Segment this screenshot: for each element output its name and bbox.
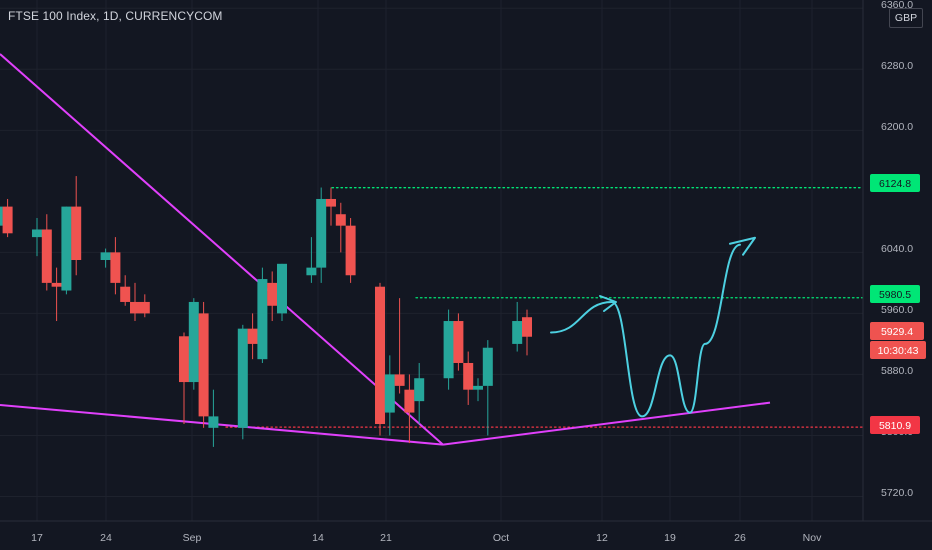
price-tick: 5720.0	[881, 487, 913, 499]
time-tick: 12	[596, 532, 608, 544]
candle-body	[453, 321, 464, 363]
candle-body	[51, 282, 62, 287]
trendline	[0, 403, 444, 446]
candle-body	[208, 416, 219, 428]
time-tick: 24	[100, 532, 112, 544]
time-tick: 21	[380, 532, 392, 544]
resistance-high-tag: 6124.8	[870, 174, 920, 192]
support-tag-bg	[870, 416, 920, 434]
resistance-high-tag-bg	[870, 174, 920, 192]
resistance-high-tag-label: 6124.8	[879, 178, 911, 190]
candle-body	[473, 385, 483, 390]
price-tick: 6200.0	[881, 121, 913, 133]
candle-body	[463, 362, 474, 390]
candle-body	[414, 378, 425, 402]
candle-body	[277, 263, 287, 314]
candle-body	[306, 267, 317, 276]
price-tick: 6360.0	[881, 0, 913, 11]
candle-body	[335, 214, 346, 226]
candle-body	[522, 317, 532, 337]
candle-body	[482, 347, 493, 386]
candle-body	[394, 374, 405, 386]
last-price-tag-label: 5929.4	[881, 326, 913, 338]
trendlines[interactable]	[0, 53, 771, 446]
projection-arrowhead	[729, 236, 756, 256]
candle-body	[384, 374, 395, 413]
candle-body	[32, 229, 42, 238]
candle-body	[257, 279, 268, 360]
candle-body	[443, 321, 454, 379]
countdown-tag-label: 10:30:43	[878, 345, 919, 357]
time-tick: Nov	[803, 532, 822, 544]
price-tick: 6280.0	[881, 60, 913, 72]
time-axis[interactable]: 17 24 Sep 14 21 Oct 12 19 26 Nov	[0, 520, 932, 550]
time-tick: 17	[31, 532, 43, 544]
candle-body	[0, 206, 3, 226]
candle-body	[267, 282, 278, 306]
candle-body	[2, 206, 13, 234]
candle-body	[71, 206, 82, 260]
candle-body	[139, 301, 150, 314]
countdown-tag: 10:30:43	[870, 341, 926, 359]
price-axis[interactable]: 6360.0 6280.0 6200.0 6040.0 5960.0 5880.…	[862, 0, 932, 521]
currency-badge[interactable]: GBP	[889, 8, 923, 28]
symbol-title[interactable]: FTSE 100 Index, 1D, CURRENCYCOM	[8, 9, 223, 23]
support-tag: 5810.9	[870, 416, 920, 434]
price-tick: 5960.0	[881, 304, 913, 316]
resistance-low-tag-bg	[870, 285, 920, 303]
projection-drawing[interactable]	[550, 236, 756, 418]
candle-body	[179, 336, 189, 383]
last-price-tag-bg	[870, 322, 924, 340]
candle-body	[120, 286, 131, 302]
candle-body	[375, 286, 385, 425]
candle-body	[316, 198, 327, 268]
price-tick: 5880.0	[881, 365, 913, 377]
candle-body	[404, 389, 415, 413]
candlestick-series	[0, 176, 532, 447]
candle-body	[237, 328, 248, 428]
time-tick: 19	[664, 532, 676, 544]
grid-lines	[0, 0, 863, 521]
projection-arrowhead	[599, 295, 617, 312]
price-axis-panel	[863, 0, 932, 521]
candle-body	[100, 252, 111, 260]
time-tick: 26	[734, 532, 746, 544]
countdown-tag-bg	[870, 341, 926, 359]
support-tag-label: 5810.9	[879, 420, 911, 432]
candle-body	[326, 198, 336, 207]
trendline	[442, 401, 771, 446]
time-tick: Sep	[183, 532, 202, 544]
price-tick: 6040.0	[881, 243, 913, 255]
candle-body	[130, 301, 140, 314]
projection-path	[550, 243, 741, 418]
candle-body	[110, 252, 121, 283]
trendline	[0, 53, 444, 446]
resistance-low-tag: 5980.5	[870, 285, 920, 303]
price-tags: 6124.8 5980.5 5929.4 10:30:43 5810.9	[870, 174, 926, 434]
candle-body	[345, 225, 356, 276]
candle-body	[512, 321, 523, 344]
candle-body	[188, 301, 199, 383]
time-axis-panel	[0, 521, 932, 550]
candle-body	[198, 313, 209, 417]
candle-body	[41, 229, 52, 283]
candle-body	[247, 328, 258, 344]
horizontal-levels[interactable]	[225, 187, 864, 428]
last-price-tag: 5929.4	[870, 322, 924, 340]
candle-body	[61, 206, 72, 291]
time-tick: Oct	[493, 532, 509, 544]
resistance-low-tag-label: 5980.5	[879, 289, 911, 301]
time-tick: 14	[312, 532, 324, 544]
